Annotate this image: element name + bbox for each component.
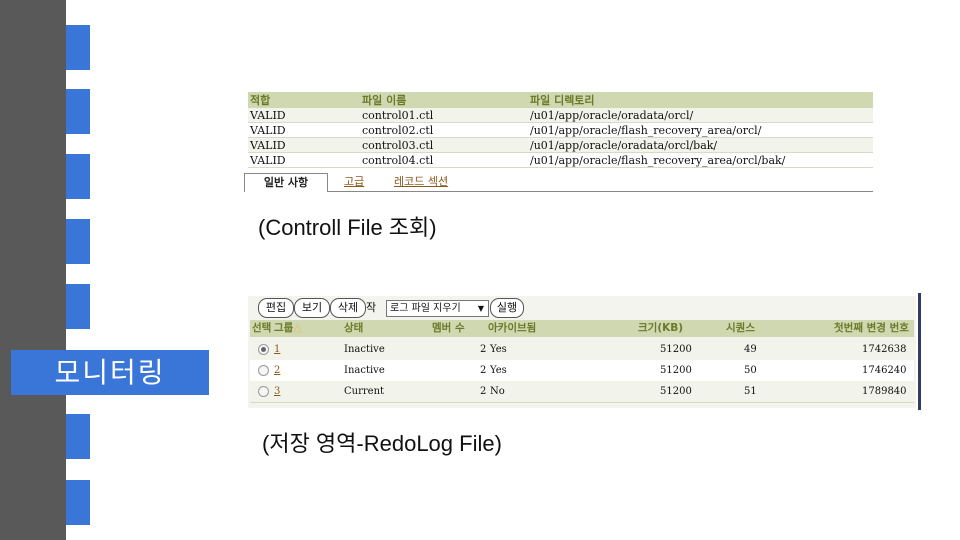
slide-title: 모니터링 <box>11 350 209 395</box>
cell-first-change: 1746240 <box>862 365 907 376</box>
panel-divider <box>918 293 921 410</box>
cell-size: 51200 <box>660 386 692 397</box>
sidebar-accent-block <box>66 154 90 199</box>
cell-members: 2 <box>480 365 487 376</box>
tab-general[interactable]: 일반 사항 <box>244 173 328 192</box>
cell-filename: control01.ctl <box>360 108 528 123</box>
cell-sequence: 51 <box>744 386 757 397</box>
cell-filename: control03.ctl <box>360 137 528 153</box>
tab-record-section[interactable]: 레코드 섹션 <box>394 175 449 188</box>
table-row: 3 Current 2 No 51200 51 1789840 <box>250 381 914 403</box>
cell-size: 51200 <box>660 365 692 376</box>
cell-directory: /u01/app/oracle/oradata/orcl/bak/ <box>528 137 873 153</box>
action-select[interactable]: 로그 파일 지우기 ▼ <box>386 300 489 317</box>
cell-status: VALID <box>248 122 360 138</box>
column-header-first-change: 첫번째 변경 번호 <box>834 322 909 334</box>
cell-status: VALID <box>248 152 360 168</box>
column-header-directory: 파일 디렉토리 <box>528 92 873 108</box>
control-file-tabs: 일반 사항 고급 레코드 섹션 <box>244 173 873 192</box>
cell-size: 51200 <box>660 344 692 355</box>
edit-button[interactable]: 편집 <box>258 298 294 318</box>
cell-status: Current <box>344 386 385 397</box>
cell-sequence: 50 <box>744 365 757 376</box>
row-select-radio[interactable] <box>258 365 269 376</box>
column-header-archived: 아카이브됨 <box>488 322 537 334</box>
action-select-value: 로그 파일 지우기 <box>390 303 461 314</box>
cell-filename: control02.ctl <box>360 122 528 138</box>
cell-status: VALID <box>248 108 360 123</box>
sidebar-accent-block <box>66 89 90 134</box>
cell-status: Inactive <box>344 365 385 376</box>
sort-ascending-icon: △ <box>293 322 302 334</box>
cell-filename: control04.ctl <box>360 152 528 168</box>
table-header-row: 적합 파일 이름 파일 디렉토리 <box>248 92 873 108</box>
sidebar-accent-block <box>66 414 90 459</box>
control-file-table: 적합 파일 이름 파일 디렉토리 VALID control01.ctl /u0… <box>248 92 873 168</box>
tab-advanced[interactable]: 고급 <box>344 175 365 188</box>
table-row: VALID control03.ctl /u01/app/oracle/orad… <box>248 137 873 153</box>
table-row: VALID control04.ctl /u01/app/oracle/flas… <box>248 152 873 168</box>
control-file-caption: (Controll File 조회) <box>258 215 437 240</box>
column-header-status: 상태 <box>344 322 364 334</box>
dropdown-arrow-icon: ▼ <box>477 304 484 313</box>
table-row: VALID control01.ctl /u01/app/oracle/orad… <box>248 108 873 123</box>
sidebar-accent-block <box>66 25 90 70</box>
cell-first-change: 1789840 <box>862 386 907 397</box>
column-header-sequence: 시퀀스 <box>726 322 755 334</box>
cell-members: 2 <box>480 386 487 397</box>
sidebar-accent-block <box>66 219 90 264</box>
table-row: 2 Inactive 2 Yes 51200 50 1746240 <box>250 360 914 382</box>
cell-archived: Yes <box>490 344 507 355</box>
column-header-group[interactable]: 그룹△ <box>274 320 301 337</box>
row-select-radio[interactable] <box>258 386 269 397</box>
slide-sidebar <box>0 0 66 540</box>
cell-status: Inactive <box>344 344 385 355</box>
column-header-filename: 파일 이름 <box>360 92 528 108</box>
redo-log-header-row: 선택 그룹△ 상태 멤버 수 아카이브됨 크기(KB) 시퀀스 첫번째 변경 번… <box>250 320 914 337</box>
table-row: VALID control02.ctl /u01/app/oracle/flas… <box>248 122 873 138</box>
group-link[interactable]: 1 <box>274 344 281 355</box>
cell-members: 2 <box>480 344 487 355</box>
cell-directory: /u01/app/oracle/flash_recovery_area/orcl… <box>528 152 873 168</box>
view-button[interactable]: 보기 <box>294 298 330 318</box>
column-header-select: 선택 <box>252 322 272 334</box>
redo-log-caption: (저장 영역-RedoLog File) <box>262 431 502 456</box>
row-select-radio[interactable] <box>258 344 269 355</box>
cell-archived: No <box>490 386 505 397</box>
cell-directory: /u01/app/oracle/flash_recovery_area/orcl… <box>528 122 873 138</box>
cell-directory: /u01/app/oracle/oradata/orcl/ <box>528 108 873 123</box>
column-header-group-label: 그룹 <box>274 322 294 334</box>
table-row: 1 Inactive 2 Yes 51200 49 1742638 <box>250 339 914 361</box>
sidebar-accent-block <box>66 284 90 329</box>
cell-first-change: 1742638 <box>862 344 907 355</box>
sidebar-accent-block <box>66 480 90 525</box>
group-link[interactable]: 3 <box>274 386 281 397</box>
delete-button[interactable]: 삭제 <box>330 298 366 318</box>
column-header-size: 크기(KB) <box>638 322 684 334</box>
cell-sequence: 49 <box>744 344 757 355</box>
cell-archived: Yes <box>490 365 507 376</box>
group-link[interactable]: 2 <box>274 365 281 376</box>
cell-status: VALID <box>248 137 360 153</box>
column-header-status: 적합 <box>248 92 360 108</box>
column-header-members: 멤버 수 <box>432 322 465 334</box>
run-button[interactable]: 실행 <box>490 298 524 318</box>
